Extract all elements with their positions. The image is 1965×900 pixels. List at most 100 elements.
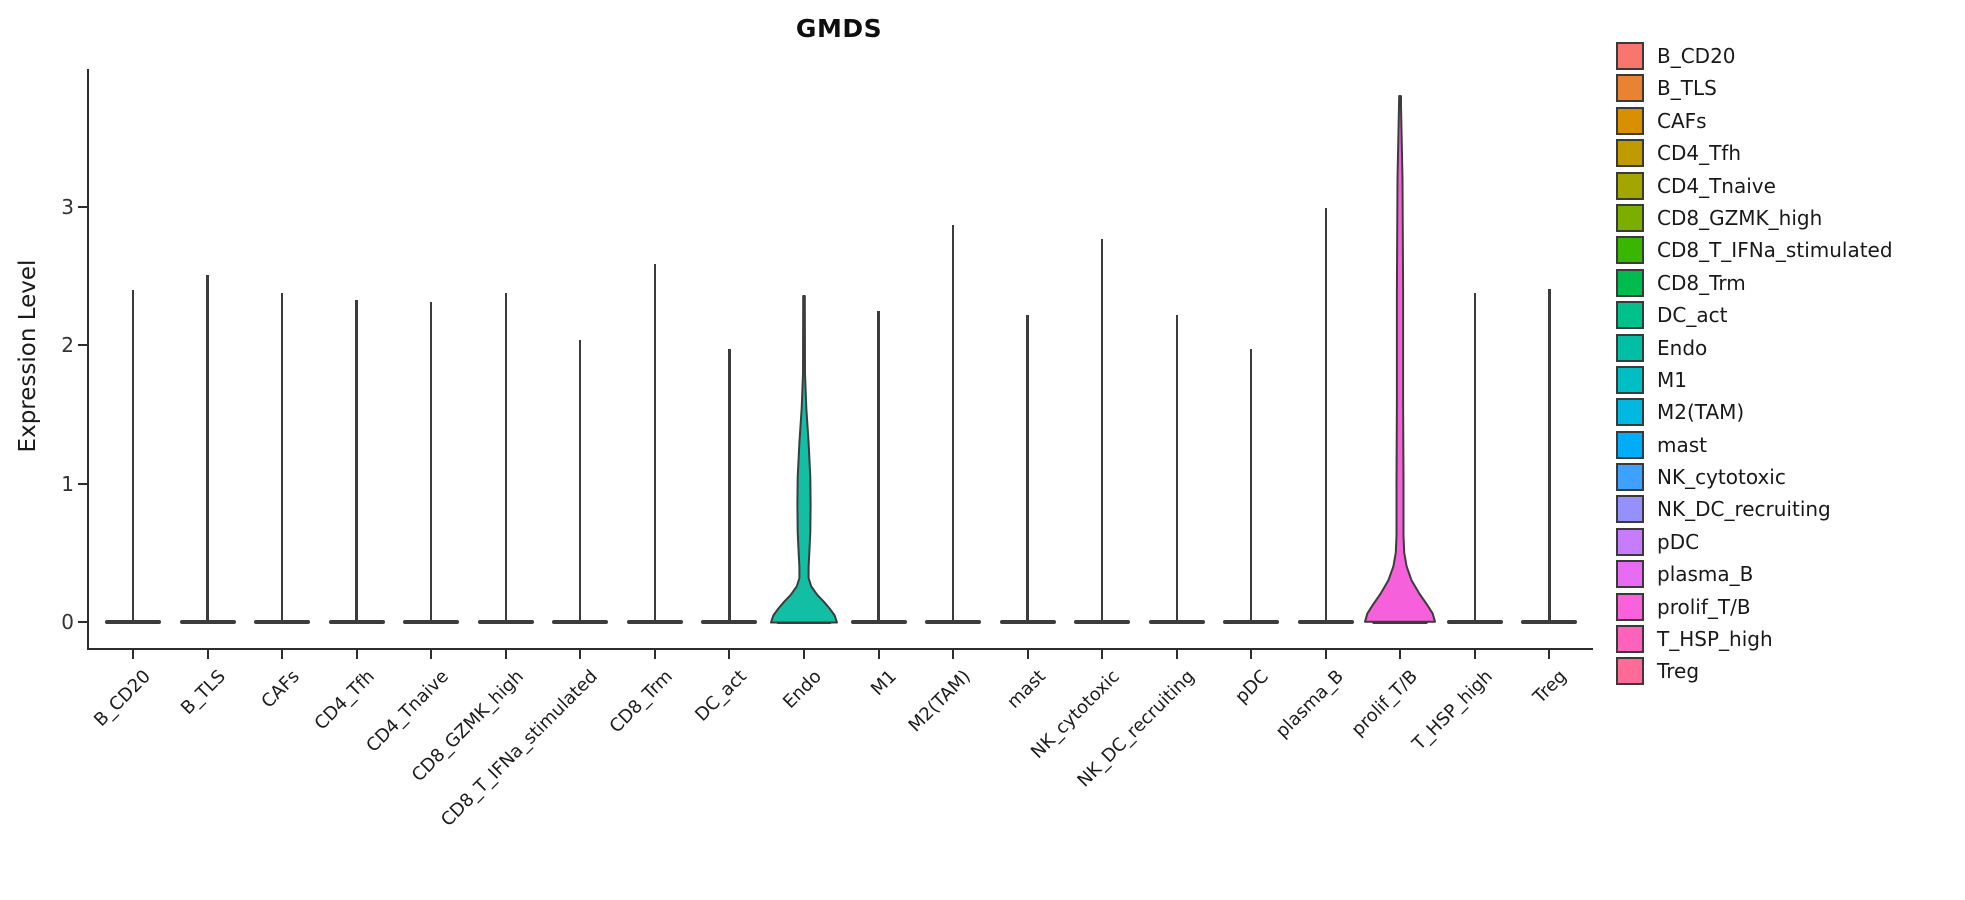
legend-item[interactable]: CD8_Trm xyxy=(1616,268,1893,297)
legend-item[interactable]: prolif_T/B xyxy=(1616,592,1893,621)
legend-item[interactable]: NK_cytotoxic xyxy=(1616,463,1893,492)
legend-label: mast xyxy=(1657,432,1707,457)
violin-base-dash xyxy=(1148,620,1205,624)
violin-base-dash xyxy=(1074,620,1131,624)
violin-base-dash xyxy=(1297,620,1354,624)
legend-item[interactable]: Endo xyxy=(1616,333,1893,362)
violin-base-dash xyxy=(403,620,460,624)
violin-base-dash xyxy=(179,620,236,624)
x-tick-label: M1 xyxy=(866,666,901,700)
violin-stem xyxy=(1100,238,1104,623)
violin-base-dash xyxy=(701,620,758,624)
x-tick-label: B_TLS xyxy=(176,666,230,719)
legend-label: NK_cytotoxic xyxy=(1657,465,1786,490)
legend-label: CD4_Tnaive xyxy=(1657,173,1776,198)
legend-color-swatch xyxy=(1616,625,1644,654)
legend-label: B_CD20 xyxy=(1657,44,1736,68)
x-tick-mark xyxy=(430,650,433,659)
legend-label: NK_DC_recruiting xyxy=(1657,497,1831,522)
legend-item[interactable]: B_CD20 xyxy=(1616,42,1893,70)
legend-item[interactable]: M2(TAM) xyxy=(1616,398,1893,427)
legend-label: B_TLS xyxy=(1657,76,1717,101)
legend-item[interactable]: Treg xyxy=(1616,657,1893,686)
x-tick-mark xyxy=(1399,650,1402,659)
legend-label: M1 xyxy=(1657,367,1687,392)
legend: B_CD20 B_TLS CAFs CD4_Tfh CD4_Tnaive CD8_GZMK… xyxy=(1616,42,1893,690)
x-tick-label: B_CD20 xyxy=(90,666,155,731)
legend-item[interactable]: CD4_Tnaive xyxy=(1616,171,1893,200)
violin-base-dash xyxy=(328,620,385,624)
x-tick-mark xyxy=(355,650,358,659)
legend-color-swatch xyxy=(1616,301,1644,330)
violin-body xyxy=(1364,95,1437,624)
x-tick-mark xyxy=(132,650,134,659)
violin-stem xyxy=(728,349,731,623)
x-tick-label: plasma_B xyxy=(1271,666,1348,743)
violin-base-dash xyxy=(1446,620,1503,624)
violin-base-dash xyxy=(626,620,683,624)
violin-base-dash xyxy=(925,620,982,624)
legend-color-swatch xyxy=(1616,560,1644,589)
legend-color-swatch xyxy=(1616,42,1644,70)
violin-base-dash xyxy=(1521,620,1578,624)
legend-item[interactable]: DC_act xyxy=(1616,301,1893,330)
violin-base-dash xyxy=(552,620,609,624)
violin-base-dash xyxy=(850,620,907,624)
violin-base-dash xyxy=(105,620,161,624)
legend-label: DC_act xyxy=(1657,303,1728,328)
legend-item[interactable]: CD4_Tfh xyxy=(1616,139,1893,168)
x-tick-mark xyxy=(877,650,880,659)
legend-item[interactable]: T_HSP_high xyxy=(1616,625,1893,654)
x-tick-mark xyxy=(1175,650,1178,659)
violin-stem xyxy=(1473,292,1477,623)
y-tick-label: 2 xyxy=(61,333,74,358)
legend-item[interactable]: B_TLS xyxy=(1616,74,1893,103)
legend-label: pDC xyxy=(1657,529,1700,554)
x-tick-label: CD4_Tfh xyxy=(310,666,379,735)
legend-item[interactable]: CD8_T_IFNa_stimulated xyxy=(1616,236,1893,265)
legend-item[interactable]: NK_DC_recruiting xyxy=(1616,495,1893,524)
x-tick-mark xyxy=(653,650,656,659)
legend-label: plasma_B xyxy=(1657,562,1754,587)
violin-stem xyxy=(1026,314,1029,623)
x-tick-mark xyxy=(952,650,955,659)
legend-item[interactable]: mast xyxy=(1616,430,1893,459)
x-tick-mark xyxy=(1101,650,1104,659)
x-tick-mark xyxy=(206,650,209,659)
x-tick-label: T_HSP_high xyxy=(1408,666,1497,755)
violin-base-dash xyxy=(1223,620,1280,624)
violin-stem xyxy=(430,302,433,623)
legend-label: CD8_Trm xyxy=(1657,270,1746,295)
legend-color-swatch xyxy=(1616,592,1644,621)
legend-item[interactable]: CD8_GZMK_high xyxy=(1616,203,1893,232)
legend-label: Endo xyxy=(1657,335,1708,360)
x-tick-label: CD8_T_IFNa_stimulated xyxy=(437,666,603,831)
legend-color-swatch xyxy=(1616,398,1644,427)
legend-label: CD8_GZMK_high xyxy=(1657,205,1823,230)
y-tick-label: 3 xyxy=(61,195,74,219)
x-tick-label: prolif_T/B xyxy=(1347,666,1423,741)
legend-color-swatch xyxy=(1616,268,1644,297)
violin-stem xyxy=(1324,208,1327,623)
x-tick-mark xyxy=(281,650,284,659)
y-tick-label: 1 xyxy=(61,471,74,496)
violin-base-dash xyxy=(254,620,311,624)
legend-item[interactable]: CAFs xyxy=(1616,106,1893,135)
legend-item[interactable]: pDC xyxy=(1616,527,1893,556)
violin-stem xyxy=(1175,314,1178,623)
violin-stem xyxy=(579,339,582,623)
legend-label: CD4_Tfh xyxy=(1657,141,1742,166)
legend-item[interactable]: plasma_B xyxy=(1616,560,1893,589)
violin-stem xyxy=(877,310,880,623)
violin-stem xyxy=(355,299,358,623)
x-tick-label: Endo xyxy=(778,666,826,713)
legend-color-swatch xyxy=(1616,203,1644,232)
legend-label: CAFs xyxy=(1657,108,1707,133)
x-tick-mark xyxy=(1250,650,1253,659)
x-tick-label: pDC xyxy=(1231,666,1274,708)
violin-stem xyxy=(131,290,135,623)
legend-item[interactable]: M1 xyxy=(1616,365,1893,394)
x-tick-label: M2(TAM) xyxy=(904,666,975,737)
violin-stem xyxy=(653,263,657,623)
